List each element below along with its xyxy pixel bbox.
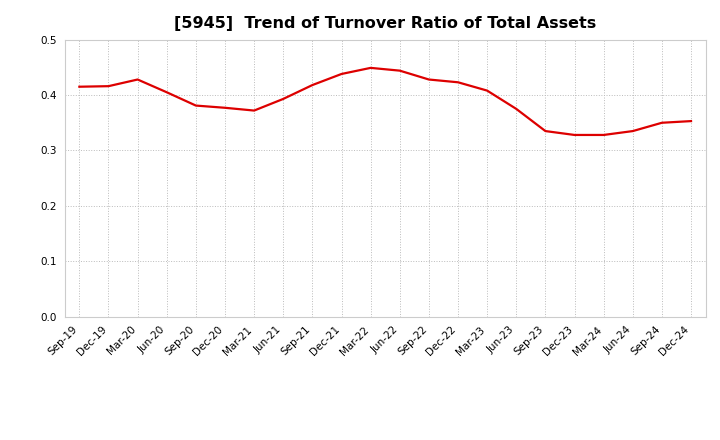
Title: [5945]  Trend of Turnover Ratio of Total Assets: [5945] Trend of Turnover Ratio of Total … xyxy=(174,16,596,32)
